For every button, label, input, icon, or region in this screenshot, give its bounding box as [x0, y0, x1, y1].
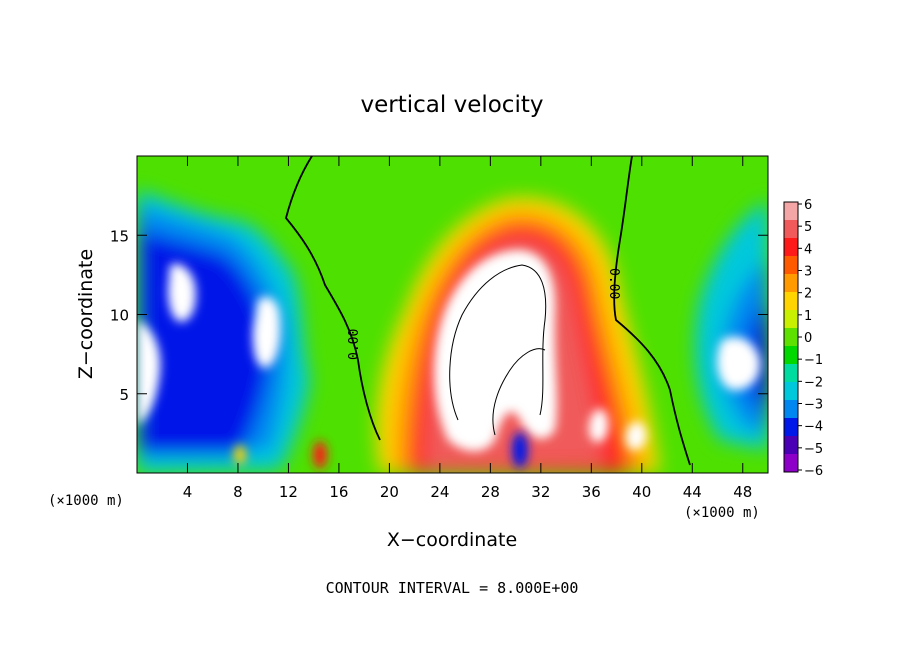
- colorbar-tick-label: −3: [804, 398, 823, 413]
- colorbar-swatch: [784, 238, 798, 257]
- x-tick-label: 48: [733, 483, 752, 501]
- y-tick-label: 15: [110, 227, 129, 245]
- contour-label-left: 0.00: [347, 329, 362, 360]
- colorbar-tick-label: 4: [804, 242, 812, 257]
- y-tick-label: 10: [110, 307, 129, 325]
- y-tick-label: 5: [119, 386, 129, 404]
- colorbar-swatch: [784, 274, 798, 293]
- colorbar-tick-label: −5: [804, 442, 823, 457]
- x-tick-label: 4: [183, 483, 193, 501]
- colorbar: [783, 201, 799, 473]
- colorbar-swatch: [784, 346, 798, 365]
- colorbar-swatch: [784, 328, 798, 347]
- contour-interval-note: CONTOUR INTERVAL = 8.000E+00: [326, 579, 579, 597]
- colorbar-tick-label: 6: [804, 198, 812, 213]
- x-tick-label: 16: [329, 483, 348, 501]
- x-tick-label: 8: [233, 483, 243, 501]
- colorbar-swatch: [784, 220, 798, 239]
- colorbar-tick-label: 3: [804, 265, 812, 280]
- colorbar-swatch: [784, 310, 798, 329]
- colorbar-tick-label: −1: [804, 353, 823, 368]
- colorbar-tick-label: −4: [804, 420, 823, 435]
- contour-label-right: 0.00: [606, 268, 621, 299]
- x-unit-label-right: (×1000 m): [684, 505, 760, 521]
- x-tick-label: 32: [531, 483, 550, 501]
- colorbar-swatch: [784, 202, 798, 221]
- x-tick-label: 36: [582, 483, 601, 501]
- heatmap-field: [137, 156, 768, 473]
- colorbar-tick-label: 5: [804, 220, 812, 235]
- colorbar-swatch: [784, 454, 798, 473]
- colorbar-tick-label: 0: [804, 331, 812, 346]
- x-tick-label: 20: [380, 483, 399, 501]
- colorbar-tick-label: 1: [804, 309, 812, 324]
- colorbar-tick-label: −6: [804, 464, 823, 479]
- colorbar-tick-label: −2: [804, 375, 823, 390]
- colorbar-swatch: [784, 364, 798, 383]
- colorbar-swatch: [784, 400, 798, 419]
- x-axis-label: X−coordinate: [387, 529, 517, 551]
- x-tick-label: 44: [683, 483, 702, 501]
- x-axis-ticks: 4 8 12 16 20 24 28 32 36 40 44 48: [183, 156, 752, 501]
- x-tick-label: 12: [279, 483, 298, 501]
- x-tick-label: 28: [481, 483, 500, 501]
- x-unit-label-left: (×1000 m): [48, 493, 124, 509]
- colorbar-swatch: [784, 256, 798, 275]
- colorbar-swatch: [784, 436, 798, 455]
- chart-title: vertical velocity: [361, 92, 544, 118]
- colorbar-swatch: [784, 292, 798, 311]
- colorbar-swatch: [784, 382, 798, 401]
- y-axis-ticks: 5 10 15: [110, 227, 768, 404]
- colorbar-swatch: [784, 418, 798, 437]
- y-axis-label: Z−coordinate: [75, 249, 97, 379]
- x-tick-label: 40: [632, 483, 651, 501]
- colorbar-tick-label: 2: [804, 287, 812, 302]
- x-tick-label: 24: [430, 483, 449, 501]
- colorbar-tick-labels: 6 5 4 3 2 1 0 −1 −2 −3 −4 −5 −6: [798, 198, 823, 479]
